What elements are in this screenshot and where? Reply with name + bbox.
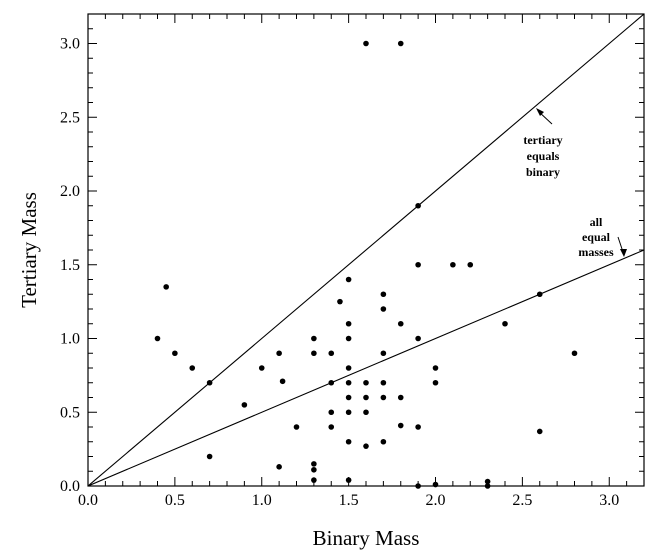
data-point: [328, 350, 335, 357]
y-tick-label: 0.5: [60, 404, 80, 421]
data-point: [345, 379, 352, 386]
data-point: [380, 291, 387, 298]
data-point: [363, 394, 369, 401]
annotation-line: equal: [582, 230, 611, 244]
data-point: [397, 394, 404, 401]
data-point: [397, 422, 404, 429]
data-point: [536, 291, 543, 298]
data-point: [380, 438, 387, 445]
y-tick-label: 0.0: [60, 478, 80, 495]
data-point: [276, 464, 282, 470]
data-point: [206, 453, 213, 460]
y-tick-label: 2.5: [60, 109, 80, 126]
data-point: [415, 202, 421, 209]
data-point: [380, 350, 387, 357]
data-point: [328, 424, 335, 430]
annotation-arrowhead: [536, 108, 544, 116]
data-point: [415, 335, 421, 342]
data-point: [345, 365, 352, 371]
data-point: [450, 261, 456, 268]
axis-ticks: 0.0 0.5 1.0 1.5 2.0 2.5 3.0 0.0 0.5 1.0 1.5 2.0 2.5 3…: [60, 13, 645, 509]
x-tick-label: 0.5: [165, 492, 185, 509]
data-point: [345, 409, 352, 416]
data-point: [345, 335, 352, 342]
y-tick-label: 1.0: [60, 331, 80, 348]
data-point: [345, 438, 352, 445]
data-point: [328, 379, 335, 386]
data-point: [363, 443, 369, 449]
x-tick-label: 3.0: [599, 492, 619, 509]
annotation-line: equals: [527, 149, 560, 163]
data-point: [484, 483, 491, 489]
data-point: [189, 365, 196, 371]
data-point: [311, 350, 317, 357]
data-point: [467, 261, 474, 268]
x-tick-label: 1.5: [339, 492, 359, 509]
x-tick-label: 2.0: [426, 492, 446, 509]
data-point: [328, 409, 335, 416]
data-point: [536, 428, 543, 435]
data-point: [311, 466, 317, 473]
data-point: [415, 424, 421, 430]
data-point: [363, 40, 369, 47]
data-point: [293, 424, 300, 430]
x-tick-label: 2.5: [512, 492, 532, 509]
data-point: [432, 379, 439, 386]
data-point: [397, 40, 404, 47]
data-point: [172, 350, 178, 357]
data-point: [311, 335, 317, 342]
y-tick-label: 1.5: [60, 257, 80, 274]
data-points: [154, 40, 578, 489]
data-point: [345, 320, 352, 327]
data-point: [345, 276, 352, 283]
data-point: [363, 409, 369, 416]
annotation-line: binary: [526, 165, 560, 179]
x-tick-label: 0.0: [78, 492, 98, 509]
x-tick-label: 1.0: [252, 492, 272, 509]
annotation-tertiary-equals-binary: tertiary equals binary: [523, 108, 563, 179]
data-point: [571, 350, 578, 357]
x-axis-title: Binary Mass: [313, 526, 420, 550]
data-point: [276, 350, 282, 357]
y-axis-title: Tertiary Mass: [17, 192, 41, 308]
data-point: [345, 477, 352, 483]
data-point: [279, 378, 286, 385]
data-point: [337, 298, 343, 305]
data-point: [206, 379, 213, 386]
annotation-arrowhead: [620, 249, 627, 257]
data-point: [380, 379, 387, 386]
data-point: [415, 261, 421, 268]
reference-line-2: [88, 249, 644, 486]
data-point: [154, 335, 161, 342]
data-point: [241, 402, 248, 408]
annotation-line: tertiary: [523, 133, 562, 147]
data-point: [397, 320, 404, 327]
annotation-line: all: [590, 215, 603, 229]
data-point: [432, 365, 439, 371]
data-point: [311, 477, 317, 483]
annotation-line: masses: [578, 245, 614, 259]
data-point: [415, 483, 421, 489]
data-point: [258, 365, 265, 371]
data-point: [363, 379, 369, 386]
reference-lines: [88, 14, 644, 486]
y-tick-label: 2.0: [60, 183, 80, 200]
data-point: [163, 284, 169, 290]
annotation-all-equal-masses: all equal masses: [578, 215, 627, 259]
data-point: [432, 481, 439, 488]
data-point: [380, 394, 387, 401]
data-point: [345, 394, 352, 401]
data-point: [484, 478, 491, 485]
data-point: [380, 306, 387, 312]
y-tick-label: 3.0: [60, 36, 80, 53]
data-point: [311, 461, 317, 467]
reference-line-1: [88, 14, 644, 486]
data-point: [502, 320, 508, 327]
